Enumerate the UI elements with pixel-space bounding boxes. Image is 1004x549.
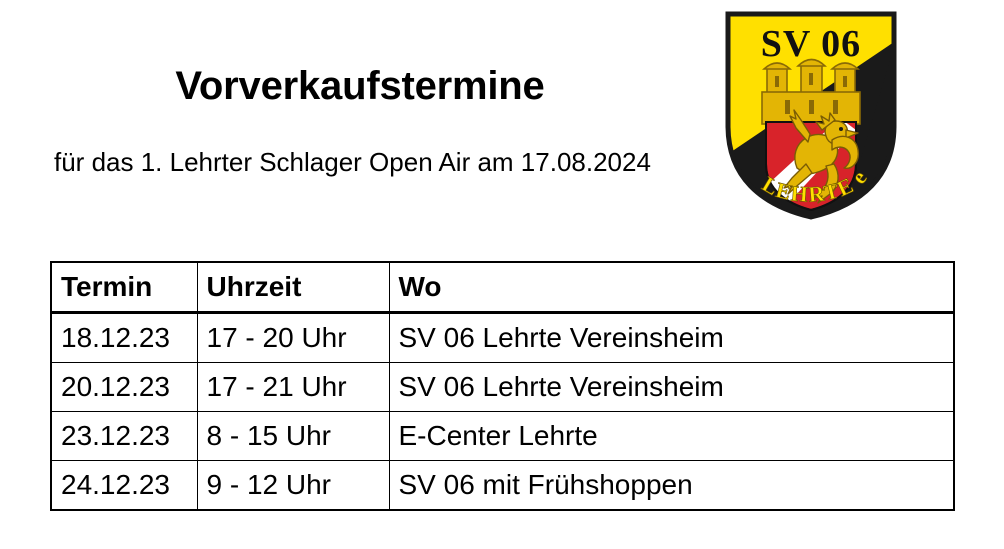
column-header-termin: Termin <box>50 261 198 314</box>
page-title: Vorverkaufstermine <box>175 64 545 108</box>
table-row: 20.12.23 17 - 21 Uhr SV 06 Lehrte Verein… <box>50 362 955 412</box>
cell-wo: SV 06 Lehrte Vereinsheim <box>388 311 955 363</box>
table-row: 24.12.23 9 - 12 Uhr SV 06 mit Frühshoppe… <box>50 460 955 511</box>
cell-uhrzeit: 17 - 20 Uhr <box>196 311 390 363</box>
column-header-wo: Wo <box>388 261 955 314</box>
cell-termin: 18.12.23 <box>50 311 198 363</box>
vorverkaufstermine-table: Termin Uhrzeit Wo 18.12.23 17 - 20 Uhr S… <box>50 261 955 511</box>
page-subtitle: für das 1. Lehrter Schlager Open Air am … <box>54 147 651 177</box>
cell-wo: E-Center Lehrte <box>388 411 955 461</box>
cell-uhrzeit: 9 - 12 Uhr <box>196 460 390 511</box>
cell-termin: 23.12.23 <box>50 411 198 461</box>
table-row: 18.12.23 17 - 20 Uhr SV 06 Lehrte Verein… <box>50 311 955 363</box>
table-row: 23.12.23 8 - 15 Uhr E-Center Lehrte <box>50 411 955 461</box>
cell-termin: 20.12.23 <box>50 362 198 412</box>
cell-uhrzeit: 17 - 21 Uhr <box>196 362 390 412</box>
cell-wo: SV 06 Lehrte Vereinsheim <box>388 362 955 412</box>
cell-uhrzeit: 8 - 15 Uhr <box>196 411 390 461</box>
sv-06-lehrte-crest-icon: SV 06 <box>722 8 900 223</box>
header-area: Vorverkaufstermine für das 1. Lehrter Sc… <box>0 0 720 235</box>
cell-wo: SV 06 mit Frühshoppen <box>388 460 955 511</box>
cell-termin: 24.12.23 <box>50 460 198 511</box>
table-header-row: Termin Uhrzeit Wo <box>50 261 955 314</box>
svg-text:SV 06: SV 06 <box>761 23 861 65</box>
column-header-uhrzeit: Uhrzeit <box>196 261 390 314</box>
